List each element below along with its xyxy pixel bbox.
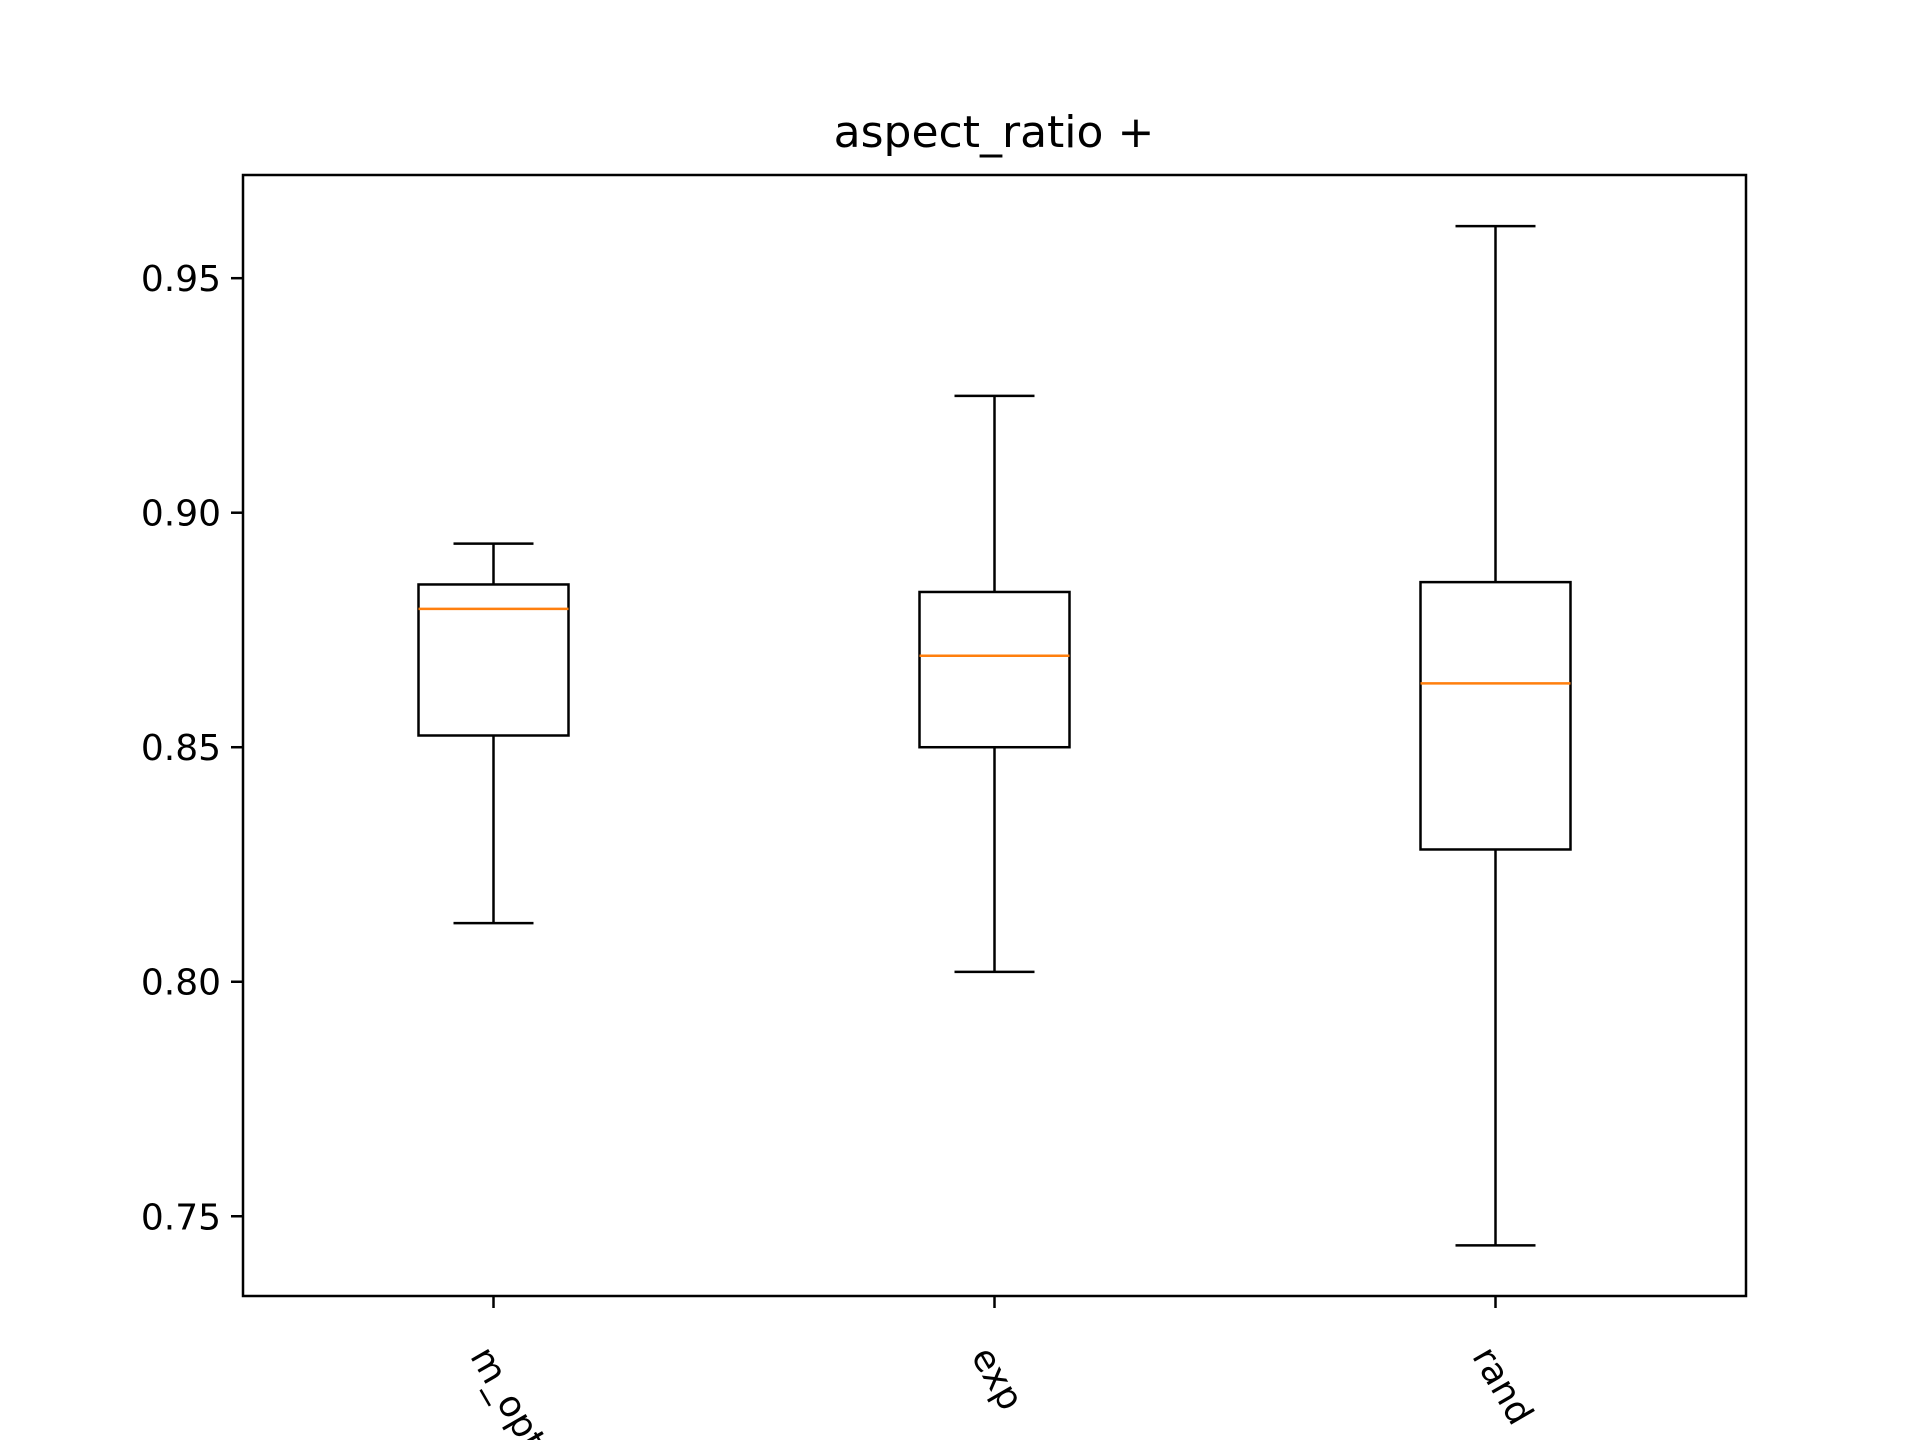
y-tick-label: 0.85 [141,728,221,769]
y-tick-label: 0.90 [141,494,221,535]
chart-title: aspect_ratio + [834,107,1155,158]
y-tick-label: 0.75 [141,1197,221,1238]
box-exp [918,590,1071,749]
y-tick-label: 0.80 [141,963,221,1004]
y-tick-label: 0.95 [141,259,221,300]
x-tick-label: m_opt [462,1340,554,1440]
box-m_opt [417,583,570,737]
axes-frame [241,173,1748,1298]
box-rand [1419,580,1572,851]
x-tick-label: rand [1464,1340,1541,1432]
x-tick-label: exp [963,1340,1031,1417]
plot-area: 0.75 0.80 0.85 0.90 0.95 m_opt exp rand [141,224,1572,1440]
